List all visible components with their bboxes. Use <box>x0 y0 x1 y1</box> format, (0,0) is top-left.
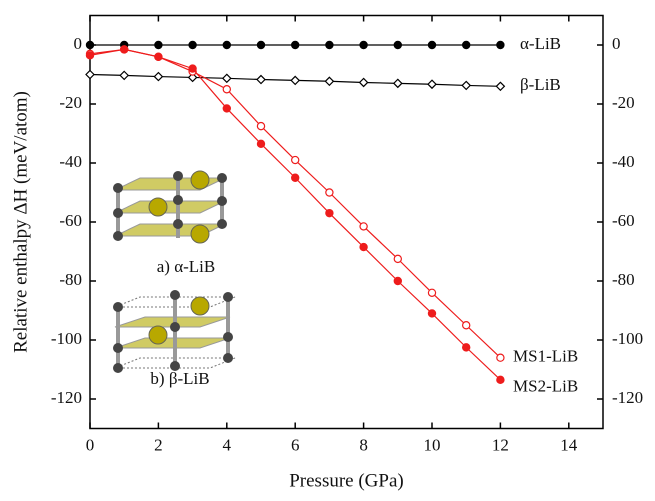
marker <box>222 40 231 50</box>
x-tick-label: 0 <box>86 435 95 454</box>
marker <box>359 222 368 231</box>
y2-tick-label: 0 <box>612 34 621 53</box>
marker <box>85 40 95 50</box>
y2-tick-label: -120 <box>612 388 643 407</box>
series-label: β-LiB <box>520 75 561 94</box>
marker <box>153 71 164 82</box>
series-label: α-LiB <box>520 34 561 53</box>
x-tick-label: 6 <box>291 435 300 454</box>
marker <box>291 173 300 182</box>
marker <box>496 375 505 385</box>
marker <box>427 79 437 90</box>
x-axis-label: Pressure (GPa) <box>289 470 404 491</box>
marker <box>359 242 368 252</box>
y-tick-label: -100 <box>51 329 82 348</box>
x-tick-label: 12 <box>492 435 509 454</box>
y2-tick-label: -40 <box>612 152 635 171</box>
marker <box>154 52 163 62</box>
marker <box>461 80 472 91</box>
marker <box>291 40 300 50</box>
y2-tick-label: -80 <box>612 270 635 289</box>
marker <box>496 353 505 362</box>
marker <box>495 81 506 92</box>
x-tick-label: 10 <box>424 435 441 454</box>
annotation: a) α-LiB <box>157 257 215 276</box>
marker <box>325 208 334 218</box>
inset-alpha <box>113 170 227 244</box>
y2-tick-label: -100 <box>612 329 643 348</box>
marker <box>393 254 402 264</box>
y-axis-label: Relative enthalpy ΔH (meV/atom) <box>10 91 31 353</box>
marker <box>462 343 471 352</box>
marker <box>427 40 437 50</box>
y-tick-label: -80 <box>59 270 82 289</box>
marker <box>256 40 266 50</box>
marker <box>427 288 437 297</box>
marker <box>188 64 197 73</box>
annotation: b) β-LiB <box>150 369 209 388</box>
marker <box>496 40 505 50</box>
y2-tick-label: -60 <box>612 211 635 230</box>
marker <box>358 77 369 88</box>
marker <box>393 40 402 50</box>
y-tick-label: -120 <box>51 388 82 407</box>
marker <box>393 276 402 286</box>
y-tick-label: -60 <box>59 211 82 230</box>
marker <box>359 40 368 50</box>
marker <box>462 40 471 50</box>
marker <box>221 73 232 84</box>
marker <box>222 104 231 113</box>
marker <box>256 74 266 85</box>
marker <box>392 78 403 89</box>
x-tick-label: 4 <box>223 435 232 454</box>
marker <box>290 75 301 86</box>
marker <box>256 139 266 149</box>
marker <box>85 69 95 80</box>
marker <box>119 45 129 54</box>
marker <box>324 76 335 87</box>
marker <box>188 40 197 50</box>
y2-tick-label: -20 <box>612 93 635 112</box>
y-tick-label: -40 <box>59 152 82 171</box>
marker <box>256 121 266 131</box>
series-label: MS1-LiB <box>513 347 578 366</box>
marker <box>291 155 300 165</box>
marker <box>325 40 334 50</box>
x-tick-label: 2 <box>154 435 163 454</box>
y-tick-label: -20 <box>59 93 82 112</box>
marker <box>325 188 334 197</box>
x-tick-label: 14 <box>560 435 578 454</box>
marker <box>462 321 471 330</box>
marker <box>187 72 198 83</box>
inset-beta <box>113 290 236 373</box>
marker <box>222 85 231 94</box>
marker <box>427 309 437 318</box>
marker <box>85 51 95 60</box>
marker <box>154 40 163 50</box>
marker <box>119 70 130 81</box>
x-tick-label: 8 <box>359 435 368 454</box>
y-tick-label: 0 <box>74 34 83 53</box>
series-label: MS2-LiB <box>513 377 578 396</box>
